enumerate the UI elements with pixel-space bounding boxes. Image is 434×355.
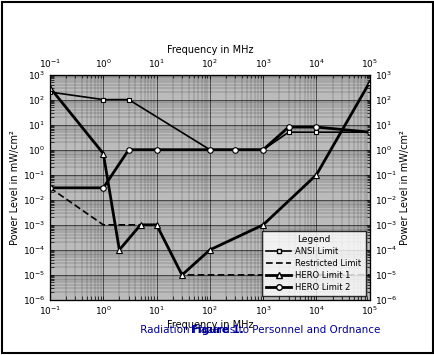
Y-axis label: Power Level in mW/cm²: Power Level in mW/cm² [399, 130, 409, 245]
Y-axis label: Power Level in mW/cm²: Power Level in mW/cm² [10, 130, 20, 245]
X-axis label: Frequency in MHz: Frequency in MHz [166, 45, 253, 55]
X-axis label: Frequency in MHz: Frequency in MHz [166, 320, 253, 330]
Legend: ANSI Limit, Restricted Limit, HERO Limit 1, HERO Limit 2: ANSI Limit, Restricted Limit, HERO Limit… [261, 231, 365, 296]
Text: Radiation Hazards to Personnel and Ordnance: Radiation Hazards to Personnel and Ordna… [137, 326, 380, 335]
Text: Figure 1.: Figure 1. [191, 326, 243, 335]
